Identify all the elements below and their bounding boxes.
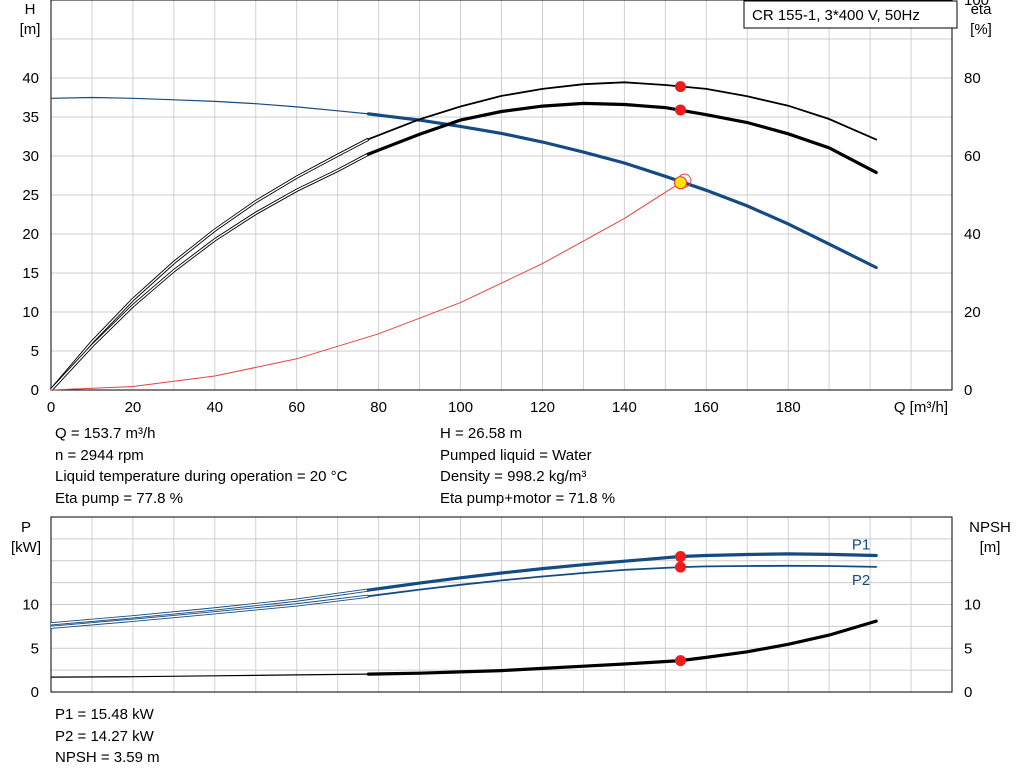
- series-line-eta-total-outline: [49, 152, 370, 392]
- operating-point-p2: [674, 561, 686, 573]
- y-tick-label-left: 10: [22, 597, 39, 614]
- info-flow: Q = 153.7 m³/h: [55, 425, 156, 442]
- x-tick-label: 60: [288, 399, 305, 416]
- operating-point-eta-total: [674, 104, 686, 116]
- series-line-eta-total-inner: [50, 153, 369, 391]
- x-tick-label: 180: [776, 399, 801, 416]
- series-line-npsh-extended: [50, 673, 369, 678]
- y-tick-label-left: 0: [31, 382, 39, 399]
- series-line-p2-inner: [50, 595, 369, 628]
- y-tick-label-left: 5: [31, 343, 39, 360]
- x-tick-label: 140: [612, 399, 637, 416]
- info-bottom: P1 = 15.48 kW P2 = 14.27 kW NPSH = 3.59 …: [55, 704, 160, 769]
- x-tick-label: 20: [125, 399, 142, 416]
- curve-label-p1: P1: [852, 537, 870, 554]
- y-tick-label-left: 5: [31, 640, 39, 657]
- plot-frame: [50, 0, 953, 391]
- y-axis-unit-right: [m]: [980, 539, 1001, 556]
- gridlines: [51, 517, 952, 692]
- y-tick-label-right: 0: [964, 382, 972, 399]
- x-axis-title: Q [m³/h]: [894, 399, 948, 416]
- y-tick-label-right: 20: [964, 304, 981, 321]
- x-tick-label: 0: [47, 399, 55, 416]
- y-tick-label-right: 5: [964, 640, 972, 657]
- curve-label-p2: P2: [852, 572, 870, 589]
- x-tick-label: 100: [448, 399, 473, 416]
- gridlines: [51, 0, 952, 390]
- info-p2: P2 = 14.27 kW: [55, 727, 154, 745]
- info-liquid-temperature: Liquid temperature during operation = 20…: [55, 468, 348, 485]
- y-axis-title-right: NPSH: [969, 519, 1011, 536]
- x-tick-label: 40: [206, 399, 223, 416]
- operating-point-head: [673, 176, 688, 190]
- plot-frame: [50, 516, 953, 693]
- legend-box: [743, 0, 958, 29]
- series-line-p1-inner: [50, 589, 369, 625]
- info-p1: P1 = 15.48 kW: [55, 706, 154, 723]
- x-tick-label: 160: [694, 399, 719, 416]
- series-line-eta-pump: [367, 81, 878, 141]
- series-line-head: [366, 112, 878, 270]
- operating-point-npsh: [674, 655, 686, 667]
- series-line-npsh: [366, 619, 878, 676]
- y-tick-label-right: 0: [964, 684, 972, 701]
- performance-chart: 0 5 10 15 20 25 30 35 40 0 20 40 60 80 100 0 20 40 60 80 100…: [20, 0, 993, 416]
- y-tick-label-left: 40: [22, 70, 39, 87]
- info-eta-pump: Eta pump = 77.8 %: [55, 489, 183, 507]
- y-tick-label-right: 100: [964, 0, 989, 9]
- y-axis-unit-left: [kW]: [11, 539, 41, 556]
- info-density: Density = 998.2 kg/m³: [440, 468, 587, 485]
- operating-point-eta-pump: [674, 81, 686, 93]
- y-tick-label-left: 25: [22, 187, 39, 204]
- y-axis-title-left: P: [21, 519, 31, 536]
- y-tick-label-right: 80: [964, 70, 981, 87]
- operating-point-p1: [674, 551, 686, 563]
- info-pumped-liquid: Pumped liquid = Water: [440, 446, 592, 464]
- info-speed: n = 2944 rpm: [55, 446, 144, 464]
- series-line-p1: [366, 552, 878, 592]
- power-chart: 0 5 10 0 5 10 P [kW] NPSH [m] P1 P2: [11, 516, 1011, 701]
- info-npsh: NPSH = 3.59 m: [55, 749, 160, 766]
- info-right: H = 26.58 m Pumped liquid = Water Densit…: [440, 423, 615, 509]
- info-left: Q = 153.7 m³/h n = 2944 rpm Liquid tempe…: [55, 423, 347, 509]
- y-axis-unit-left: [m]: [20, 21, 41, 38]
- x-tick-label: 80: [370, 399, 387, 416]
- series-line-system-curve: [50, 182, 681, 391]
- series-line-eta-pump-inner: [50, 138, 369, 391]
- info-head: H = 26.58 m: [440, 425, 523, 442]
- y-tick-label-right: 10: [964, 597, 981, 614]
- series-line-head-extended: [50, 96, 369, 115]
- y-tick-label-left: 10: [22, 304, 39, 321]
- y-tick-label-right: 60: [964, 148, 981, 165]
- y-axis-title-right: eta: [971, 1, 993, 18]
- series-line-eta-total: [366, 101, 878, 174]
- series-line-p2: [367, 564, 878, 598]
- series-line-p1-outline: [50, 588, 369, 626]
- info-eta-pump-motor: Eta pump+motor = 71.8 %: [440, 489, 616, 507]
- series-line-eta-pump-outline: [49, 137, 370, 392]
- y-tick-label-left: 0: [31, 684, 39, 701]
- y-tick-label-right: 40: [964, 226, 981, 243]
- y-tick-label-left: 35: [22, 109, 39, 126]
- y-axis-unit-right: [%]: [970, 21, 992, 38]
- y-tick-label-left: 30: [22, 148, 39, 165]
- y-axis-title-left: H: [25, 1, 36, 18]
- x-tick-label: 120: [530, 399, 555, 416]
- y-tick-label-left: 15: [22, 265, 39, 282]
- y-tick-label-left: 20: [22, 226, 39, 243]
- legend-label: CR 155-1, 3*400 V, 50Hz: [752, 7, 920, 24]
